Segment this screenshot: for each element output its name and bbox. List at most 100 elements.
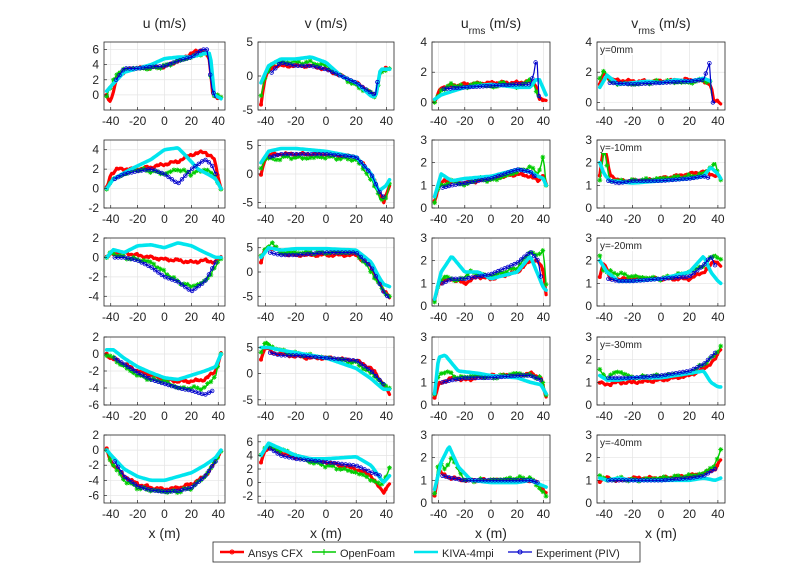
y-tick-label: 1	[585, 473, 592, 487]
data-point-openfoam	[303, 59, 309, 65]
y-tick-label: -2	[88, 270, 99, 284]
data-point-piv	[373, 274, 379, 279]
data-point-piv	[129, 366, 134, 372]
data-point-ansys	[114, 166, 119, 171]
x-tick-label: 0	[161, 310, 168, 324]
data-point-openfoam	[618, 177, 624, 183]
series-group	[432, 445, 549, 499]
y-tick-label: 0	[246, 167, 253, 181]
data-point-openfoam	[195, 385, 200, 391]
y-tick-label: 2	[420, 156, 427, 170]
data-point-piv	[705, 257, 711, 262]
data-point-openfoam	[326, 463, 332, 468]
row-label-bg	[598, 43, 648, 55]
data-point-piv	[712, 466, 718, 472]
data-point-piv	[203, 473, 208, 478]
column-title-tail: (m/s)	[655, 15, 691, 31]
y-tick-label: 1	[585, 375, 592, 389]
series-line-kiva	[104, 51, 223, 101]
data-point-openfoam	[353, 469, 358, 475]
legend: Ansys CFX OpenFoam KIVA-4mpi Experiment (PI…	[212, 541, 641, 563]
data-point-openfoam	[383, 474, 389, 480]
x-tick-label: 0	[323, 212, 330, 226]
data-point-piv	[113, 77, 119, 82]
x-tick-label: -40	[595, 114, 613, 128]
data-point-openfoam	[330, 463, 336, 469]
data-point-openfoam	[262, 341, 268, 346]
y-tick-label: 4	[585, 35, 592, 49]
data-point-piv	[193, 482, 198, 487]
data-point-ansys	[134, 251, 139, 256]
data-point-openfoam	[191, 283, 197, 289]
x-tick-label: 0	[488, 212, 495, 226]
data-point-openfoam	[273, 447, 279, 453]
data-point-piv	[115, 464, 121, 469]
data-point-openfoam	[465, 272, 470, 278]
y-tick-label: 0	[585, 496, 592, 510]
data-point-openfoam	[375, 480, 381, 486]
data-point-piv	[703, 71, 708, 76]
data-point-openfoam	[517, 261, 523, 267]
data-point-openfoam	[530, 165, 536, 171]
data-point-piv	[698, 265, 703, 270]
data-point-openfoam	[195, 479, 200, 485]
data-point-piv	[354, 251, 360, 256]
data-point-openfoam	[281, 59, 287, 65]
data-point-openfoam	[675, 473, 681, 478]
data-point-openfoam	[458, 471, 464, 477]
data-point-ansys	[597, 380, 602, 385]
data-point-openfoam	[147, 259, 153, 265]
data-point-piv	[156, 270, 161, 275]
y-tick-label: 1	[420, 473, 427, 487]
data-point-openfoam	[262, 247, 268, 253]
data-point-openfoam	[445, 274, 451, 280]
data-point-openfoam	[665, 175, 670, 181]
x-tick-label: 40	[537, 114, 551, 128]
data-point-openfoam	[682, 174, 688, 180]
data-point-piv	[702, 361, 707, 366]
data-point-openfoam	[322, 63, 328, 68]
data-point-piv	[530, 76, 535, 81]
data-point-openfoam	[208, 379, 214, 385]
data-point-openfoam	[303, 155, 309, 161]
data-point-piv	[710, 100, 716, 105]
data-point-openfoam	[337, 156, 343, 162]
data-point-openfoam	[643, 275, 649, 281]
data-point-openfoam	[154, 265, 160, 270]
data-point-openfoam	[707, 465, 713, 471]
data-point-openfoam	[438, 277, 444, 283]
data-point-piv	[179, 282, 185, 287]
data-point-piv	[385, 293, 390, 299]
data-point-openfoam	[533, 482, 539, 488]
x-tick-label: 0	[161, 409, 168, 423]
data-point-piv	[371, 91, 376, 97]
data-point-piv	[362, 164, 367, 169]
data-point-openfoam	[601, 151, 606, 156]
data-point-piv	[691, 270, 696, 276]
x-tick-label: 20	[185, 507, 199, 521]
data-point-openfoam	[510, 371, 516, 376]
data-point-piv	[519, 257, 524, 262]
data-point-piv	[189, 485, 195, 490]
y-tick-label: 2	[585, 156, 592, 170]
x-tick-label: 0	[658, 409, 665, 423]
data-point-openfoam	[501, 173, 506, 179]
data-point-openfoam	[288, 156, 294, 162]
data-point-openfoam	[697, 171, 702, 177]
x-tick-label: 20	[511, 409, 525, 423]
data-point-openfoam	[672, 473, 677, 479]
data-point-piv	[369, 173, 375, 178]
x-tick-label: 40	[380, 507, 394, 521]
data-point-piv	[688, 368, 693, 373]
data-point-openfoam	[174, 167, 180, 173]
data-point-openfoam	[451, 278, 457, 284]
x-tick-label: -40	[102, 114, 120, 128]
x-axis-title: x (m)	[310, 525, 342, 541]
data-point-piv	[139, 372, 144, 377]
data-point-piv	[152, 267, 158, 273]
data-point-openfoam	[661, 474, 667, 480]
data-point-openfoam	[711, 161, 717, 167]
data-point-piv	[373, 181, 379, 187]
x-tick-label: 40	[537, 212, 551, 226]
